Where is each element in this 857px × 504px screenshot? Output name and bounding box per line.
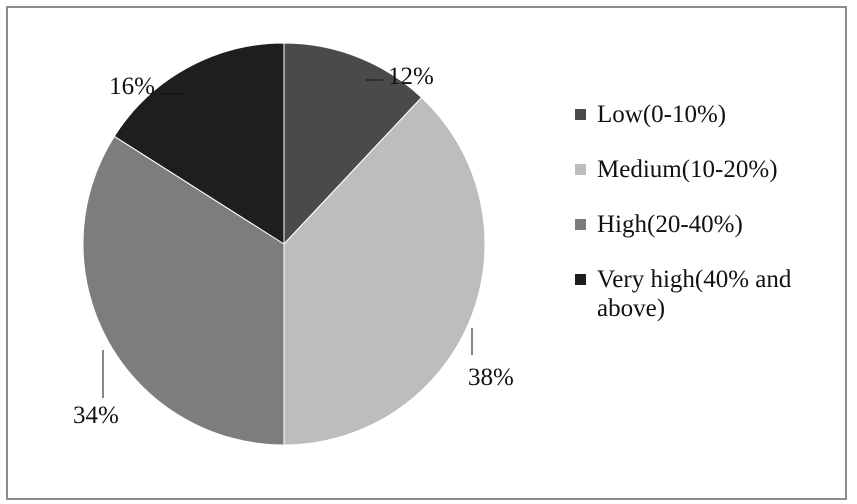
- data-label-high: 34%: [73, 402, 119, 429]
- legend-label-low: Low(0-10%): [597, 101, 727, 128]
- legend-swatch-high: [575, 219, 586, 230]
- pie-slice-high: [82, 135, 285, 446]
- data-label-low: 12%: [388, 63, 434, 90]
- pie-slice-low: [283, 42, 423, 246]
- legend-item-very-high: Very high(40% and above): [575, 265, 845, 323]
- legend-label-medium: Medium(10-20%): [597, 156, 778, 183]
- legend-item-low: Low(0-10%): [575, 100, 845, 129]
- legend-swatch-very-high: [575, 274, 586, 285]
- legend-item-medium: Medium(10-20%): [575, 155, 845, 184]
- legend: Low(0-10%) Medium(10-20%) High(20-40%) V…: [575, 100, 845, 349]
- legend-item-high: High(20-40%): [575, 210, 845, 239]
- data-label-medium: 38%: [468, 364, 514, 391]
- legend-label-very-high: Very high(40% and above): [597, 266, 792, 322]
- pie-slice-medium: [283, 96, 486, 446]
- legend-swatch-low: [575, 109, 586, 120]
- pie-slice-very-high: [113, 42, 285, 245]
- data-label-very-high: 16%: [109, 73, 155, 100]
- legend-swatch-medium: [575, 164, 586, 175]
- legend-label-high: High(20-40%): [597, 211, 743, 238]
